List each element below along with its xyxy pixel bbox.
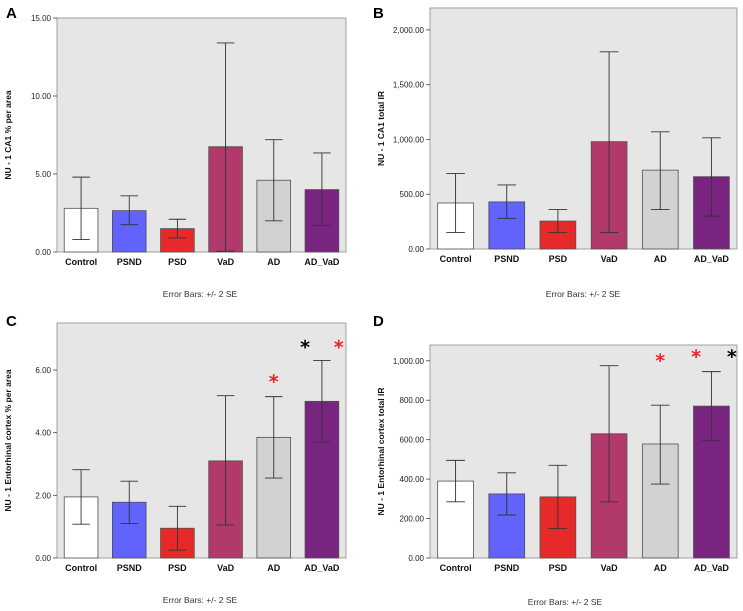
y-tick-label: 500.00 bbox=[400, 190, 425, 199]
x-tick-label: Control bbox=[440, 563, 472, 573]
x-tick-label: PSD bbox=[168, 563, 187, 573]
x-tick-label: VaD bbox=[217, 563, 235, 573]
x-tick-label: VaD bbox=[601, 254, 619, 264]
y-tick-label: 800.00 bbox=[400, 396, 425, 405]
y-axis-title: NU - 1 Entorhinal cortex total IR bbox=[376, 388, 386, 516]
x-tick-label: AD_VaD bbox=[304, 257, 340, 267]
y-tick-label: 0.00 bbox=[408, 245, 424, 254]
plot-area bbox=[429, 344, 738, 559]
x-tick-label: AD bbox=[654, 563, 667, 573]
y-axis-title: NU - 1 CA1 total IR bbox=[376, 91, 386, 166]
y-tick-label: 1,000.00 bbox=[393, 357, 425, 366]
y-tick-label: 2,000.00 bbox=[393, 26, 425, 35]
y-tick-label: 400.00 bbox=[400, 475, 425, 484]
y-tick-label: 1,000.00 bbox=[393, 135, 425, 144]
x-tick-label: AD_VaD bbox=[694, 254, 730, 264]
plot-area bbox=[56, 322, 347, 559]
x-tick-label: PSND bbox=[117, 563, 143, 573]
plot-area bbox=[56, 17, 347, 253]
significance-star-red: * bbox=[269, 371, 279, 393]
x-tick-label: VaD bbox=[217, 257, 235, 267]
panel-letter: C bbox=[6, 313, 17, 330]
x-tick-label: PSND bbox=[494, 563, 520, 573]
x-tick-label: Control bbox=[440, 254, 472, 264]
y-tick-label: 5.00 bbox=[35, 170, 51, 179]
x-tick-label: AD_VaD bbox=[304, 563, 340, 573]
y-tick-label: 0.00 bbox=[408, 554, 424, 563]
error-bars-note: Error Bars: +/- 2 SE bbox=[163, 595, 238, 605]
panel-letter: A bbox=[6, 5, 17, 22]
x-tick-label: AD bbox=[267, 257, 280, 267]
x-tick-label: VaD bbox=[601, 563, 619, 573]
x-tick-label: Control bbox=[65, 257, 97, 267]
x-tick-label: PSND bbox=[494, 254, 520, 264]
y-tick-label: 1,500.00 bbox=[393, 81, 425, 90]
y-tick-label: 4.00 bbox=[35, 429, 51, 438]
panel-a: A 0.00 5.00 10.00 15.00 NU - 1 CA1 % per area… bbox=[3, 5, 347, 299]
x-tick-label: PSD bbox=[549, 254, 568, 264]
significance-star-red: * bbox=[691, 346, 701, 368]
panel-b: B 0.00 500.00 1,000.00 1,500.00 2,000.00 NU - … bbox=[373, 5, 738, 299]
x-tick-label: PSD bbox=[549, 563, 568, 573]
y-tick-label: 600.00 bbox=[400, 436, 425, 445]
x-tick-label: PSD bbox=[168, 257, 187, 267]
panel-letter: B bbox=[373, 5, 384, 22]
x-tick-label: PSND bbox=[117, 257, 143, 267]
significance-star-black: * bbox=[727, 346, 737, 368]
y-tick-label: 6.00 bbox=[35, 366, 51, 375]
panel-c: C 0.00 2.00 4.00 6.00 NU - 1 Entorhinal corte… bbox=[3, 313, 347, 605]
error-bars-note: Error Bars: +/- 2 SE bbox=[528, 597, 603, 607]
y-tick-label: 10.00 bbox=[31, 92, 52, 101]
x-tick-label: AD bbox=[654, 254, 667, 264]
y-tick-label: 0.00 bbox=[35, 248, 51, 257]
error-bars-note: Error Bars: +/- 2 SE bbox=[546, 289, 621, 299]
significance-star-black: * bbox=[300, 336, 310, 358]
x-tick-label: Control bbox=[65, 563, 97, 573]
error-bars-note: Error Bars: +/- 2 SE bbox=[163, 289, 238, 299]
x-tick-label: AD_VaD bbox=[694, 563, 730, 573]
y-tick-label: 2.00 bbox=[35, 491, 51, 500]
y-axis-title: NU - 1 CA1 % per area bbox=[3, 90, 13, 180]
x-tick-label: AD bbox=[267, 563, 280, 573]
panel-d: D 0.00 200.00 400.00 600.00 800.00 1,000.00 NU … bbox=[373, 313, 738, 607]
significance-star-red: * bbox=[655, 350, 665, 372]
significance-star-red: * bbox=[334, 336, 344, 358]
y-tick-label: 15.00 bbox=[31, 14, 52, 23]
y-tick-label: 200.00 bbox=[400, 515, 425, 524]
y-axis-title: NU - 1 Entorhinal cortex % per area bbox=[3, 369, 13, 511]
y-tick-label: 0.00 bbox=[35, 554, 51, 563]
plot-area bbox=[429, 7, 738, 250]
panel-letter: D bbox=[373, 313, 384, 330]
